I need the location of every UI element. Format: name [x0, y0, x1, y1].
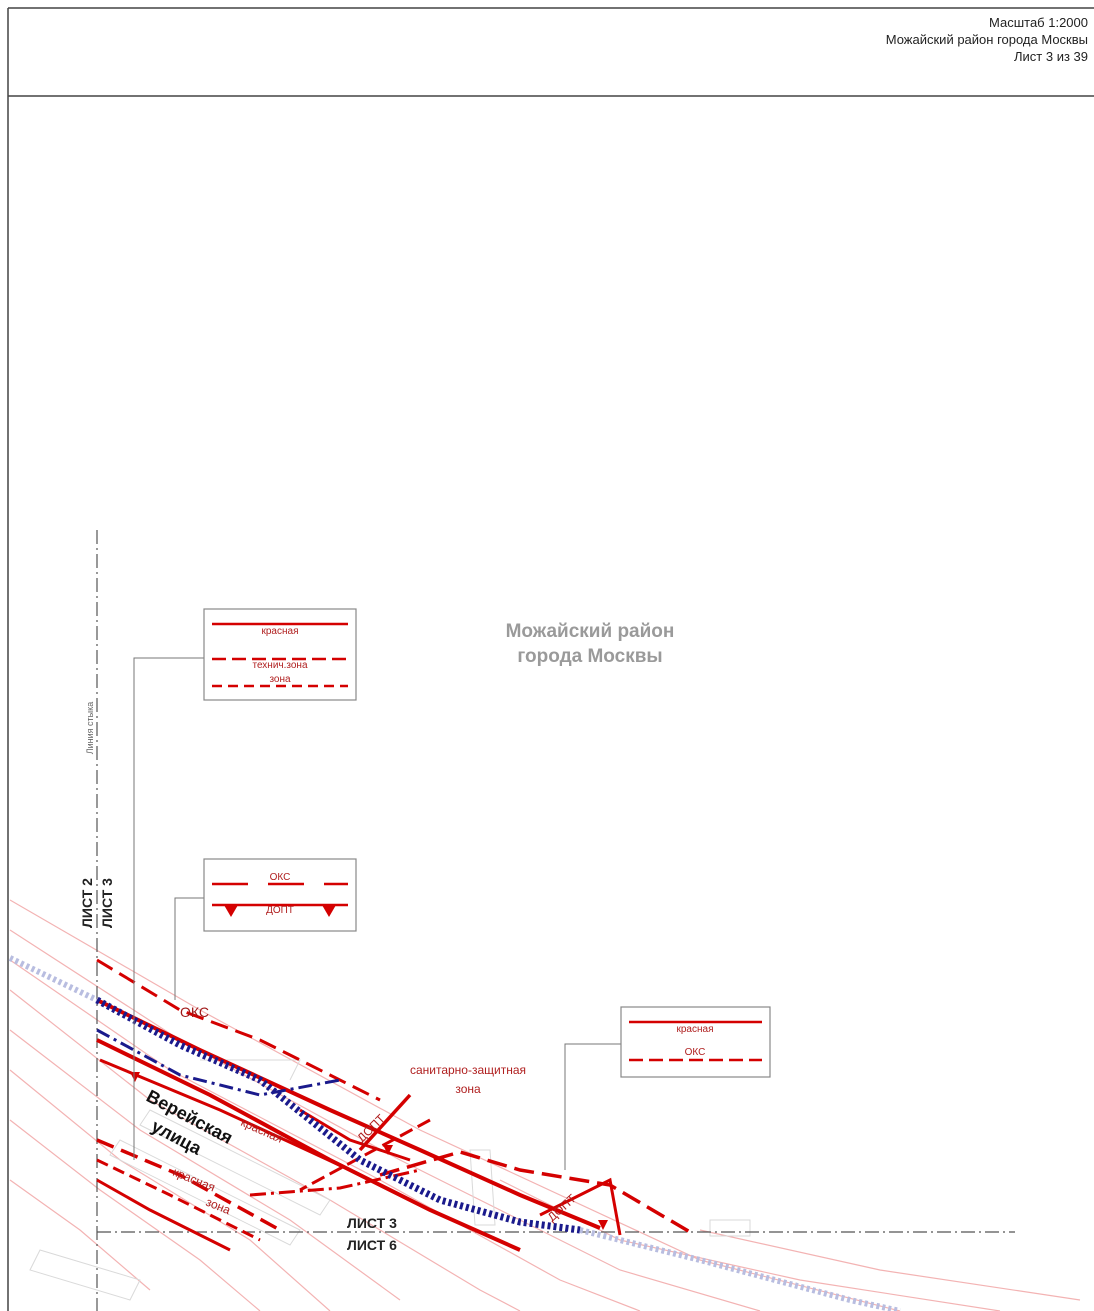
legend-box-redline: [203, 608, 357, 701]
krasnaya-label-1: красная: [239, 1115, 285, 1146]
oks-label: ОКС: [180, 1004, 209, 1020]
building-outlines: [29, 1059, 751, 1301]
legend-box-oks-dopt: [203, 858, 357, 932]
legend1-row2: технич.зона: [252, 660, 307, 671]
legend1-row3: зона: [269, 674, 291, 685]
krasnaya-label-2: красная: [171, 1165, 217, 1195]
sheet-number: Лист 3 из 39: [1014, 49, 1088, 64]
legend3-row1: красная: [677, 1024, 714, 1035]
legend1-row1: красная: [262, 626, 299, 637]
sheet-left-b: ЛИСТ 3: [99, 878, 115, 928]
legend-box-redline-oks: [620, 1006, 771, 1078]
legend2-row1: ОКС: [270, 872, 291, 883]
district-label-line2: города Москвы: [517, 646, 662, 667]
sheet-bottom-a: ЛИСТ 3: [347, 1215, 397, 1231]
sheet-bottom-b: ЛИСТ 6: [347, 1237, 397, 1253]
district-label-line1: Можайский район: [506, 621, 675, 642]
leader-lines: [133, 657, 621, 1170]
szz-label-line1: санитарно-защитная: [410, 1063, 526, 1077]
dopt-markers: [130, 1072, 608, 1230]
szz-label-line2: зона: [455, 1082, 481, 1096]
sheet-left-a: ЛИСТ 2: [79, 878, 95, 928]
district-title: Можайский район города Москвы: [885, 32, 1088, 47]
scale-label: Масштаб 1:2000: [989, 15, 1088, 30]
joint-line-label: Линия стыка: [85, 702, 95, 755]
sheet-frame: [7, 7, 1094, 1311]
legend2-row2: ДОПТ: [266, 905, 294, 916]
legend3-row2: ОКС: [685, 1047, 706, 1058]
red-lines: [96, 958, 691, 1252]
district-boundary: [8, 955, 901, 1311]
